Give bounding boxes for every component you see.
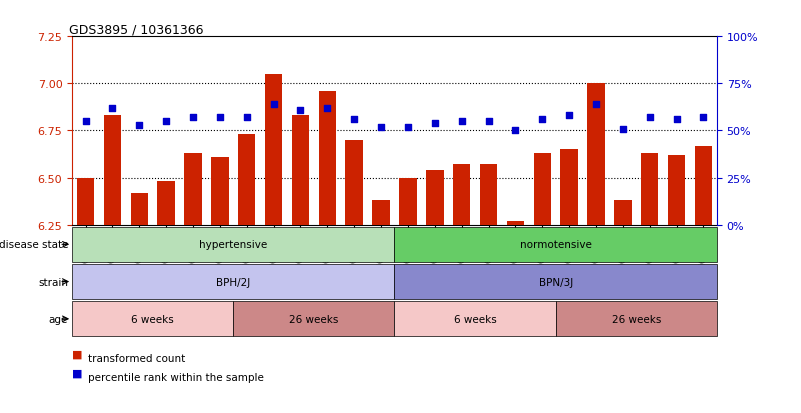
Point (482, 119, 495, 125)
Text: GDS3895 / 10361366: GDS3895 / 10361366 (69, 23, 203, 36)
Point (106, 105, 119, 112)
Point (670, 116, 683, 123)
Text: 26 weeks: 26 weeks (612, 314, 661, 324)
Bar (533, 154, 551, 225)
Point (590, 102, 602, 108)
Bar (507, 221, 524, 225)
Text: 6 weeks: 6 weeks (131, 314, 174, 324)
Bar (211, 157, 228, 225)
Point (268, 102, 280, 108)
Text: strain: strain (38, 277, 68, 287)
Point (401, 124, 414, 131)
Bar (668, 156, 686, 225)
Text: transformed count: transformed count (88, 354, 185, 363)
Bar (131, 193, 148, 225)
Bar (319, 92, 336, 225)
Point (294, 107, 307, 114)
Bar (103, 116, 121, 225)
Text: BPN/3J: BPN/3J (538, 277, 573, 287)
Bar (233, 301, 394, 337)
Bar (265, 75, 282, 225)
Bar (561, 150, 578, 225)
Bar (77, 178, 95, 225)
Point (159, 119, 172, 125)
Bar (399, 178, 417, 225)
Bar (694, 146, 712, 225)
Point (240, 115, 253, 121)
Bar (72, 301, 233, 337)
Bar (238, 135, 256, 225)
Bar (157, 182, 175, 225)
Point (429, 120, 441, 127)
Point (187, 115, 199, 121)
Text: hypertensive: hypertensive (199, 240, 268, 250)
Bar (72, 264, 394, 299)
Text: disease state: disease state (0, 240, 68, 250)
Point (563, 113, 576, 119)
Point (509, 128, 521, 134)
Text: age: age (49, 314, 68, 324)
Bar (394, 301, 556, 337)
Point (697, 115, 710, 121)
Bar (426, 171, 444, 225)
Bar (614, 201, 632, 225)
Bar (453, 165, 470, 225)
Bar (587, 84, 605, 225)
Point (133, 122, 146, 129)
Point (348, 116, 360, 123)
Text: ■: ■ (72, 349, 83, 359)
Bar (184, 154, 202, 225)
Point (536, 116, 549, 123)
Point (321, 105, 334, 112)
Text: normotensive: normotensive (520, 240, 592, 250)
Text: BPH/2J: BPH/2J (216, 277, 251, 287)
Point (79, 119, 92, 125)
Text: 26 weeks: 26 weeks (289, 314, 339, 324)
Bar (556, 301, 717, 337)
Point (455, 119, 468, 125)
Bar (372, 201, 390, 225)
Point (213, 115, 226, 121)
Point (375, 124, 388, 131)
Bar (394, 264, 717, 299)
Bar (394, 227, 717, 262)
Point (643, 115, 656, 121)
Point (617, 126, 630, 133)
Bar (292, 116, 309, 225)
Bar (641, 154, 658, 225)
Text: ■: ■ (72, 368, 83, 378)
Text: percentile rank within the sample: percentile rank within the sample (88, 372, 264, 382)
Bar (72, 227, 394, 262)
Text: 6 weeks: 6 weeks (453, 314, 497, 324)
Bar (345, 140, 363, 225)
Bar (480, 165, 497, 225)
